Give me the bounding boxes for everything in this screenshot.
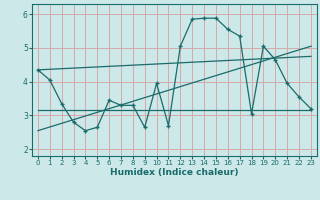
X-axis label: Humidex (Indice chaleur): Humidex (Indice chaleur) <box>110 168 239 177</box>
